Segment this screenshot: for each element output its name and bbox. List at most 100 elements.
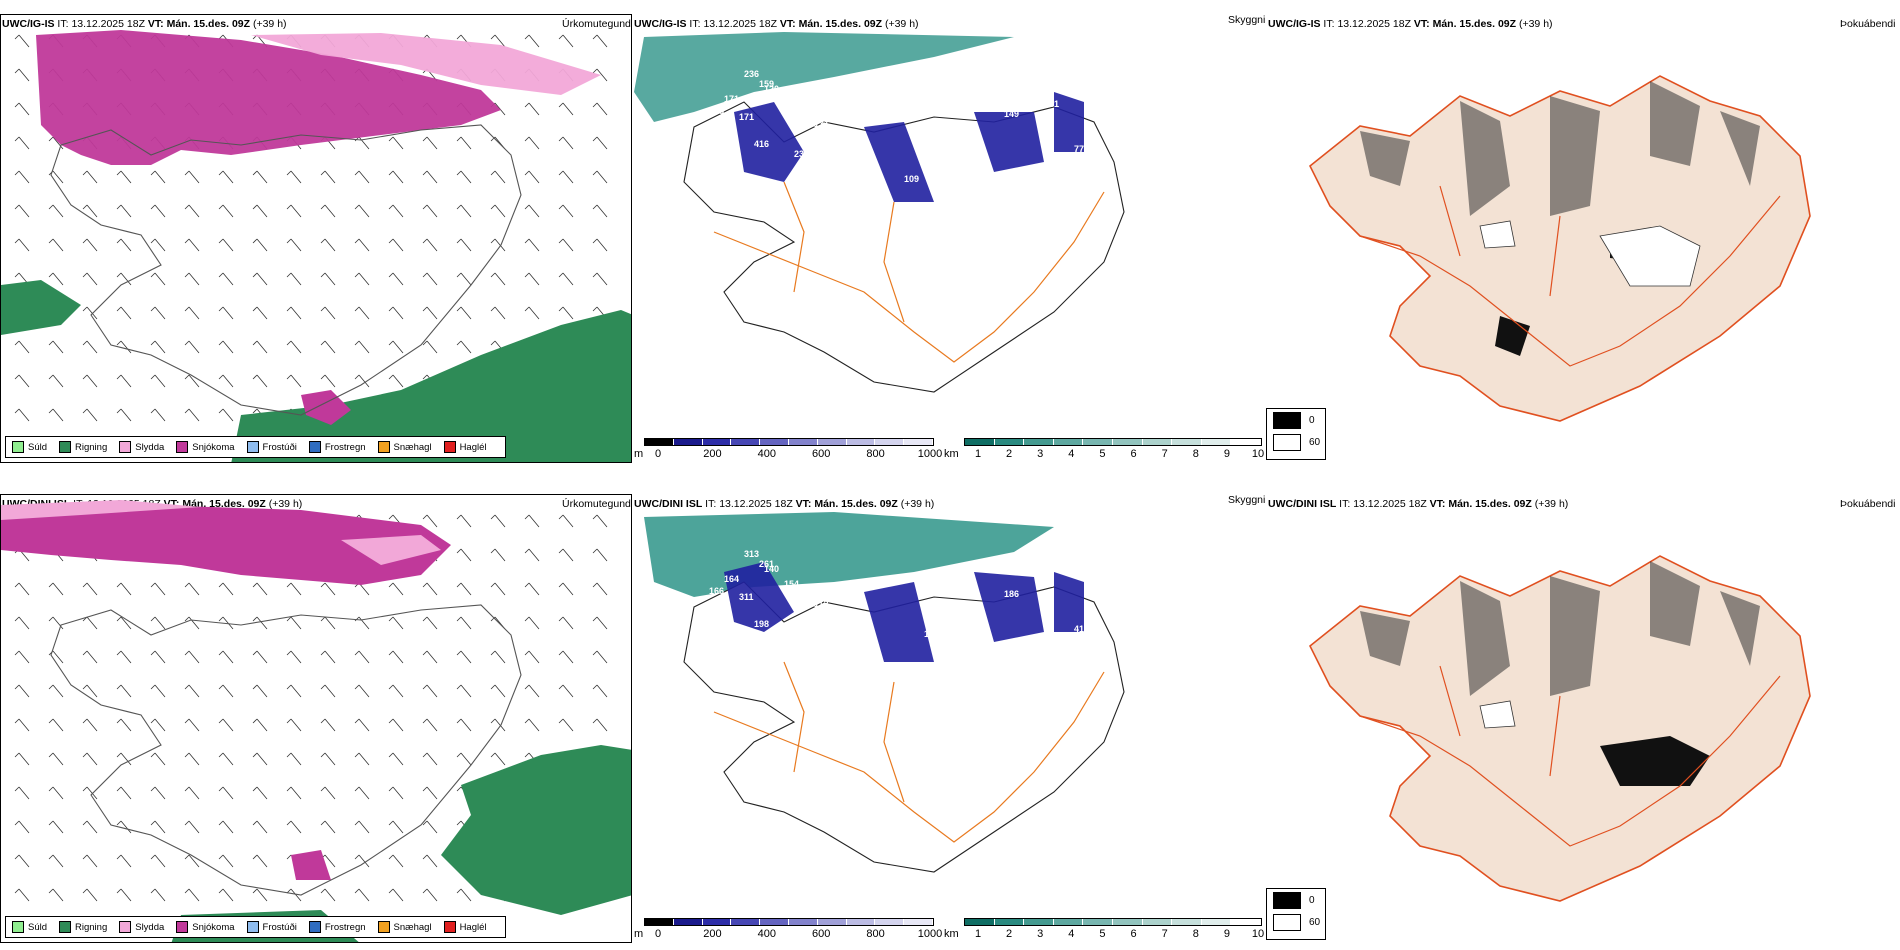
wind-barb-icon xyxy=(150,888,166,902)
wind-barb-icon xyxy=(150,820,166,834)
wind-barb-icon xyxy=(592,514,608,528)
wind-barb-icon xyxy=(14,616,30,630)
wind-barb-icon xyxy=(82,888,98,902)
vis-value-label: 172 xyxy=(794,599,809,609)
wind-barb-icon xyxy=(48,136,64,150)
colorbar-tick: 200 xyxy=(703,448,722,460)
wind-barb-icon xyxy=(82,786,98,800)
wind-barb-icon xyxy=(524,238,540,252)
wind-barb-icon xyxy=(48,374,64,388)
snow-area xyxy=(1,505,451,585)
wind-barb-icon xyxy=(48,170,64,184)
fog-legend-item: 0 xyxy=(1267,889,1325,911)
wind-barb-icon xyxy=(48,854,64,868)
wind-barb-icon xyxy=(150,204,166,218)
wind-barb-icon xyxy=(354,786,370,800)
wind-barb-icon xyxy=(48,582,64,596)
wind-barb-icon xyxy=(490,34,506,48)
vis-value-label: 149 xyxy=(1004,109,1019,119)
wind-barb-icon xyxy=(524,718,540,732)
wind-barb-icon xyxy=(184,752,200,766)
wind-barb-icon xyxy=(218,786,234,800)
legend-swatch xyxy=(308,921,321,933)
colorbar-tick: 7 xyxy=(1161,448,1168,460)
wind-barb-icon xyxy=(354,616,370,630)
wind-barb-icon xyxy=(150,718,166,732)
wind-barb-icon xyxy=(150,752,166,766)
legend-label: Snjókoma xyxy=(192,441,235,453)
fog-legend-item: 60 xyxy=(1267,911,1325,933)
vis-value-label: 87 xyxy=(924,584,934,594)
wind-barb-icon xyxy=(14,582,30,596)
wind-barb-icon xyxy=(558,548,574,562)
precip-map-svg-2 xyxy=(1,500,631,942)
wind-barb-icon xyxy=(592,204,608,218)
wind-barb-icon xyxy=(116,170,132,184)
legend-item-snjókoma: Snjókoma xyxy=(176,441,235,453)
model-name: UWC/IG-IS xyxy=(2,18,55,30)
wind-barb-icon xyxy=(354,650,370,664)
wind-barb-icon xyxy=(524,684,540,698)
wind-barb-icon xyxy=(592,170,608,184)
wind-barb-icon xyxy=(218,582,234,596)
wind-barb-icon xyxy=(320,170,336,184)
precip-map-2[interactable]: Súld Rigning Slydda Snjókoma Frostúði Frostre… xyxy=(0,494,632,943)
colorbar-tick: 2 xyxy=(1006,448,1013,460)
wind-barb-icon xyxy=(286,786,302,800)
legend-swatch xyxy=(176,441,189,453)
legend-swatch xyxy=(377,441,390,453)
snow-area xyxy=(291,850,331,880)
wind-barb-icon xyxy=(320,238,336,252)
wind-barb-icon xyxy=(14,170,30,184)
wind-barb-icon xyxy=(82,204,98,218)
wind-barb-icon xyxy=(558,582,574,596)
wind-barb-icon xyxy=(116,616,132,630)
wind-barb-icon xyxy=(150,684,166,698)
vis-map-2[interactable]: 313 261 164 140 166 154 311 172 112 107 198 79 87 115… xyxy=(634,512,1266,912)
wind-barb-icon xyxy=(48,340,64,354)
vis-value-label: 137 xyxy=(784,99,799,109)
wind-barb-icon xyxy=(14,888,30,902)
wind-barb-icon xyxy=(252,616,268,630)
precip-header-1: UWC/IG-IS IT: 13.12.2025 18Z VT: Mán. 15… xyxy=(2,18,287,30)
fog-map-1[interactable] xyxy=(1300,36,1860,426)
wind-barb-icon xyxy=(14,340,30,354)
wind-barb-icon xyxy=(82,340,98,354)
wind-barb-icon xyxy=(14,718,30,732)
wind-barb-icon xyxy=(14,684,30,698)
wind-barb-icon xyxy=(286,204,302,218)
vis-value-label: 76 xyxy=(834,199,844,209)
fog-map-2[interactable] xyxy=(1300,516,1860,906)
iceland-outline xyxy=(50,604,522,896)
wind-barb-icon xyxy=(592,102,608,116)
wind-barb-icon xyxy=(456,718,472,732)
wind-barb-icon xyxy=(116,752,132,766)
vis-value-label: 120 xyxy=(764,84,779,94)
colorbar-tick: 10 xyxy=(1251,928,1265,940)
legend-label: Súld xyxy=(28,441,48,453)
legend-item-rigning: Rigning xyxy=(59,921,107,933)
wind-barb-icon xyxy=(524,102,540,116)
wind-barb-icon xyxy=(218,650,234,664)
legend-swatch xyxy=(308,441,321,453)
wind-barb-icon xyxy=(354,888,370,902)
wind-barb-icon xyxy=(48,616,64,630)
vis-value-label: 284 xyxy=(794,119,809,129)
legend-label: Frostúði xyxy=(262,441,297,453)
wind-barb-icon xyxy=(524,650,540,664)
wind-barb-icon xyxy=(184,272,200,286)
colorbar-tick: 6 xyxy=(1130,928,1137,940)
wind-barb-icon xyxy=(184,650,200,664)
fog-legend-item: 0 xyxy=(1267,409,1325,431)
wind-barb-icon xyxy=(218,684,234,698)
vis-map-1[interactable]: 236 159 171 120 298 137 171 284 131 432 416 232 207 1… xyxy=(634,32,1266,432)
wind-barb-icon xyxy=(218,616,234,630)
wind-barb-icon xyxy=(116,272,132,286)
colorbar-tick: 9 xyxy=(1223,448,1230,460)
wind-barb-icon xyxy=(48,408,64,422)
fog-dark xyxy=(1360,561,1760,696)
fog-legend-1: 0 60 xyxy=(1266,408,1326,460)
wind-barb-icon xyxy=(252,340,268,354)
precip-map-1[interactable]: Súld Rigning Slydda Snjókoma Frostúði Frostre… xyxy=(0,14,632,463)
colorbar-tick: 10 xyxy=(1251,448,1265,460)
